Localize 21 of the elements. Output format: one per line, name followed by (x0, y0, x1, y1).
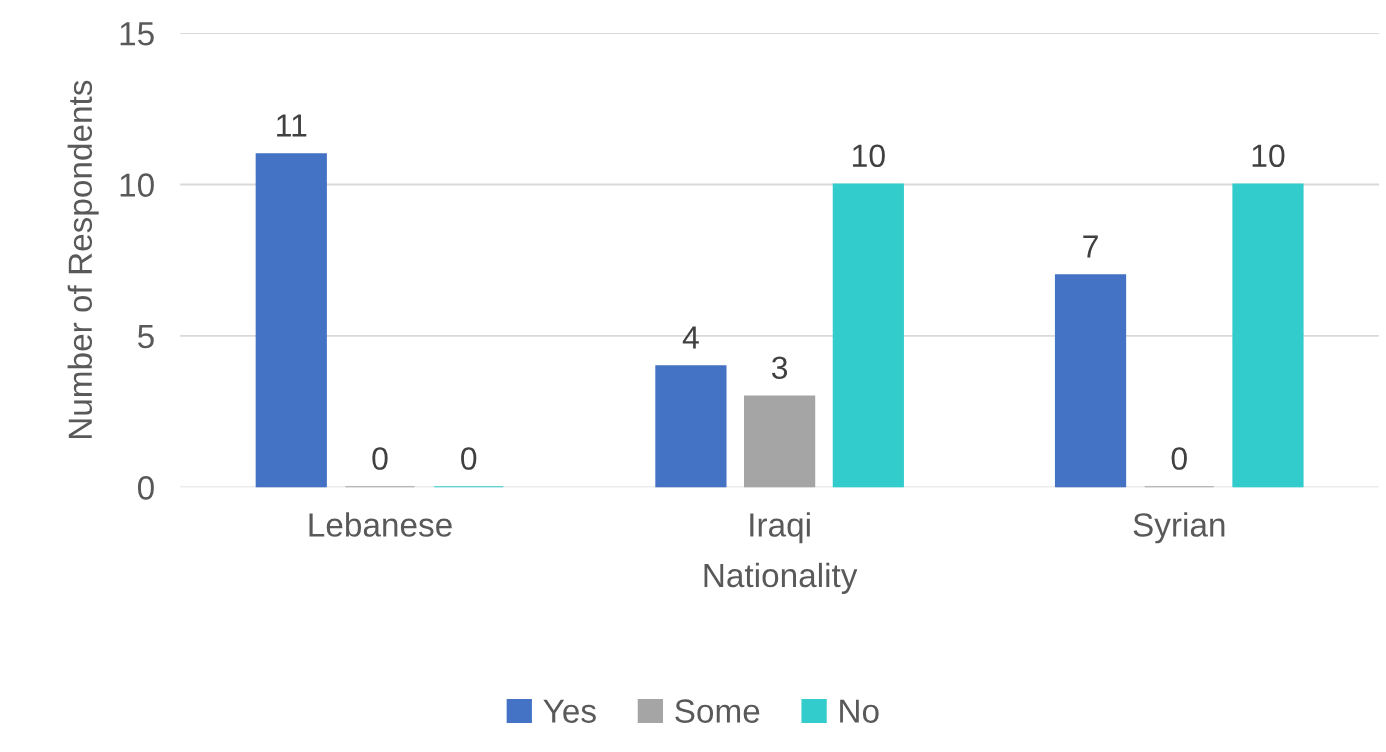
data-label: 10 (853, 144, 885, 168)
x-tick-label: Lebanese (309, 512, 452, 537)
y-tick-label: 0 (137, 476, 154, 500)
data-label: 0 (1171, 447, 1187, 470)
data-label: 0 (461, 447, 477, 470)
data-label: 4 (682, 326, 699, 349)
legend-label: No (840, 699, 879, 723)
y-axis-title: Number of Respondents (67, 80, 99, 439)
x-tick-label: Syrian (1133, 512, 1225, 544)
y-tick-label: 10 (120, 173, 154, 197)
y-tick-label: 5 (137, 325, 154, 349)
x-axis-title: Nationality (704, 562, 858, 594)
data-label: 7 (1083, 235, 1098, 258)
data-label: 10 (1252, 144, 1285, 168)
data-label: 3 (771, 356, 788, 380)
y-tick-label: 15 (120, 22, 154, 46)
data-label: 0 (372, 447, 388, 470)
legend-label: Some (675, 699, 760, 723)
data-label: 11 (277, 114, 307, 137)
x-tick-label: Iraqi (750, 512, 810, 544)
legend-label: Yes (543, 699, 596, 723)
